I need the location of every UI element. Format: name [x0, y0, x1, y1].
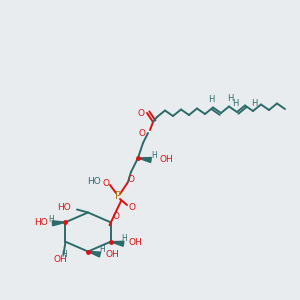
Text: H: H [151, 151, 157, 160]
Text: H: H [61, 250, 68, 259]
Text: O: O [103, 178, 110, 188]
Text: P: P [115, 191, 121, 201]
Text: OH: OH [128, 238, 142, 247]
Text: OH: OH [160, 154, 174, 164]
Polygon shape [138, 158, 152, 163]
Text: O: O [137, 109, 145, 118]
Text: O: O [139, 128, 145, 137]
Text: H: H [227, 94, 233, 103]
Text: O: O [112, 212, 119, 221]
Text: O: O [128, 202, 136, 211]
Text: H: H [122, 234, 128, 243]
Text: HO: HO [57, 203, 71, 212]
Text: O: O [128, 176, 134, 184]
Text: OH: OH [54, 255, 68, 264]
Text: H: H [251, 98, 257, 107]
Polygon shape [110, 241, 124, 246]
Text: H: H [208, 95, 214, 104]
Text: H: H [99, 245, 105, 254]
Text: H: H [49, 215, 54, 224]
Text: HO: HO [87, 178, 101, 187]
Polygon shape [52, 221, 65, 226]
Text: OH: OH [105, 250, 119, 259]
Text: H: H [232, 100, 238, 109]
Polygon shape [88, 251, 100, 257]
Text: HO: HO [34, 218, 47, 227]
